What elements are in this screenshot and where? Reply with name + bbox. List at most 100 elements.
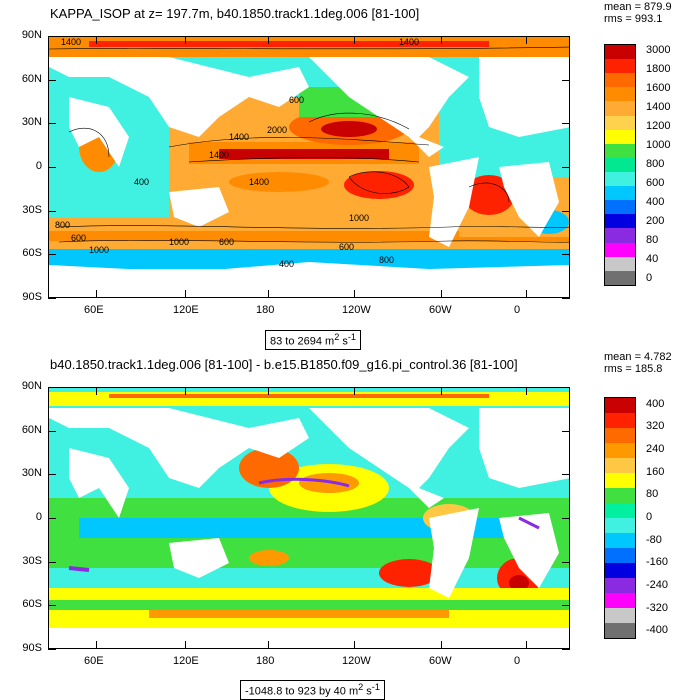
lon-tick [441,387,442,395]
lat-label: 0 [35,511,42,523]
contour-label: 1000 [349,213,370,223]
lat-tick [48,254,56,256]
colorbar-swatch [605,518,635,533]
colorbar-label: 80 [646,233,659,246]
lat-label: 60N [21,72,42,85]
colorbar-swatch [605,458,635,473]
colorbar-swatch [605,256,635,271]
rms-value: rms = 993.1 [604,13,663,25]
unit-exp: 2 [358,682,364,692]
lon-label: 120E [173,304,199,316]
lon-tick [354,641,355,649]
lat-tick [562,430,570,432]
range-text: 83 to 2694 m [270,335,335,348]
lat-tick [562,254,570,256]
colorbar-label: 1200 [646,120,671,133]
lat-label: 60S [22,598,42,611]
panel-difference: b40.1850.track1.1deg.006 [81-100] - b.e1… [0,350,700,700]
map-plot: 1400 1400 600 1400 2000 1400 400 1400 1000 800 600… [48,36,570,298]
lon-tick [526,641,527,649]
lon-tick [185,641,186,649]
lat-label: 60S [22,247,42,260]
colorbar-swatch [605,443,635,458]
unit-exp: 2 [334,332,340,342]
unit-s: s [366,685,372,698]
lon-label: 0 [514,304,521,316]
colorbar-label: 240 [646,442,665,455]
contour-label: 1400 [399,37,420,47]
colorbar [604,44,636,286]
colorbar-swatch [605,129,635,144]
colorbar-swatch [605,45,635,60]
colorbar-label: 0 [646,271,653,284]
lon-tick [526,290,527,298]
colorbar-label: -240 [646,579,669,592]
contour-label: 1400 [209,150,230,160]
range-label: 83 to 2694 m2 s-1 [265,330,362,350]
lon-tick [268,387,269,395]
lon-label: 120W [342,655,371,667]
lon-label: 60E [84,304,104,316]
colorbar-swatch [605,73,635,88]
lat-tick [562,387,570,388]
lat-label: 0 [35,160,42,172]
contour-label: 800 [55,220,71,230]
lon-tick [441,290,442,298]
colorbar-swatch [605,171,635,187]
colorbar-swatch [605,157,635,172]
colorbar-swatch [605,87,635,102]
colorbar-label: 1400 [646,101,671,114]
lon-tick [441,36,442,44]
contour-label: 600 [289,95,305,105]
lon-tick [96,641,97,649]
colorbar-label: 800 [646,158,665,170]
lat-tick [48,387,56,388]
contour-label: 600 [339,242,355,252]
lon-tick [441,641,442,649]
lon-label: 60W [429,655,452,667]
lat-tick [48,36,56,37]
rms-value: rms = 185.8 [604,363,663,375]
lat-label: 30N [21,467,42,480]
colorbar-label: 320 [646,420,665,433]
colorbar-label: 600 [646,176,665,189]
lat-tick [48,430,56,432]
colorbar-label: 400 [646,397,665,410]
panel-title: KAPPA_ISOP at z= 197.7m, b40.1850.track1… [50,6,420,21]
colorbar-label: 3000 [646,44,671,57]
colorbar-label: -400 [646,624,669,637]
lat-tick [562,649,570,650]
colorbar-swatch [605,200,635,215]
lon-tick [185,387,186,395]
contour-label: 1400 [249,177,270,187]
lon-label: 180 [256,655,275,667]
lat-tick [48,123,56,125]
lon-label: 60W [429,304,452,316]
contour-label: 400 [279,259,295,269]
colorbar-swatch [605,270,635,285]
contour-label: 800 [379,255,395,265]
unit-exp2: -1 [347,332,357,342]
range-text: -1048.8 to 923 by 40 m [245,685,359,698]
colorbar-swatch [605,228,635,243]
lat-label: 90S [22,642,42,654]
colorbar-swatch [605,608,635,623]
lat-tick [562,167,570,168]
colorbar-swatch [605,428,635,443]
lon-tick [268,36,269,44]
lat-label: 60N [21,423,42,436]
lat-label: 30N [21,116,42,129]
mean-value: mean = 4.782 [604,351,672,363]
lat-tick [562,123,570,125]
lon-label: 180 [256,304,275,316]
lat-tick [48,474,56,476]
colorbar-swatch [605,563,635,578]
stats-block: mean = 879.9 rms = 993.1 [604,1,672,25]
colorbar-swatch [605,488,635,503]
lat-label: 90N [21,29,42,41]
lon-tick [354,36,355,44]
colorbar-label: 80 [646,488,659,501]
colorbar-label: -80 [646,533,662,546]
lat-label: 30S [22,554,42,567]
colorbar-swatch [605,398,635,413]
